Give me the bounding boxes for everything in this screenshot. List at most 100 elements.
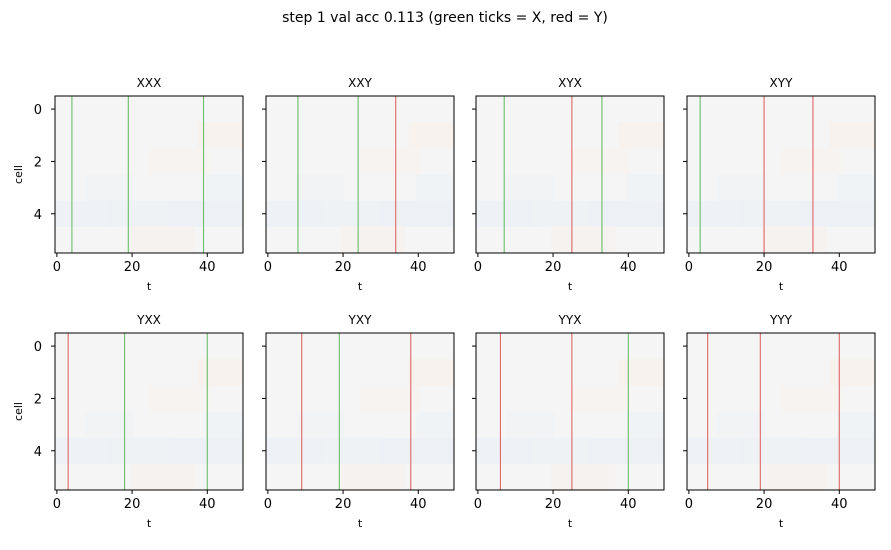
x-tick-label: 0 — [685, 497, 693, 512]
panel-title: YXY — [348, 313, 373, 327]
x-tick-label: 20 — [545, 260, 562, 275]
heatmap-cell-block — [739, 200, 804, 227]
heatmap-cell-block — [829, 122, 875, 149]
heatmap-cell-block — [416, 411, 454, 438]
heatmap-cell-block — [687, 437, 744, 464]
heatmap-cell-block — [55, 200, 112, 227]
x-tick-label: 40 — [199, 497, 216, 512]
heatmap-cell-block — [762, 463, 827, 490]
heatmap-cell-block — [205, 174, 243, 201]
heatmap-cell-block — [205, 411, 243, 438]
panel-xxx: XXX 0 20 40 t 0 2 4 cell — [12, 76, 244, 293]
heatmap-cell-block — [588, 200, 664, 227]
heatmap-cell-block — [149, 385, 210, 412]
panel-xyy: XYY 0 20 40 t — [683, 76, 876, 293]
heatmap-cell-block — [130, 463, 195, 490]
heatmap-cell-block — [588, 437, 664, 464]
x-tick-label: 0 — [474, 497, 482, 512]
x-tick-label: 40 — [410, 497, 427, 512]
panel-title: YXX — [136, 313, 161, 327]
heatmap-cell-block — [528, 200, 593, 227]
heatmap-cell-block — [378, 437, 454, 464]
heatmap-cell-block — [167, 437, 243, 464]
heatmap-cell-block — [360, 148, 421, 175]
x-tick-label: 0 — [264, 497, 272, 512]
heatmap-cell-block — [408, 359, 454, 386]
x-tick-label: 40 — [831, 260, 848, 275]
heatmap-cell-block — [318, 200, 383, 227]
heatmap-cell-block — [266, 200, 323, 227]
panel-yxx: YXX 0 20 40 t 0 2 4 cell — [12, 313, 244, 530]
x-tick-label: 40 — [199, 260, 216, 275]
heatmap-cell-block — [416, 174, 454, 201]
heatmap-cell-block — [85, 174, 134, 201]
panel-yxy: YXY 0 20 40 t — [262, 313, 455, 530]
heatmap-cell-block — [85, 411, 134, 438]
heatmap-cell-block — [506, 411, 555, 438]
x-tick-label: 40 — [620, 260, 637, 275]
heatmap-cell-block — [107, 200, 172, 227]
panel-title: XXX — [137, 76, 162, 90]
x-axis-label: t — [358, 280, 363, 293]
heatmap-cell-block — [528, 437, 593, 464]
panel-title: XYY — [770, 76, 794, 90]
heatmap-cell-block — [626, 411, 664, 438]
y-axis-label: cell — [12, 165, 25, 184]
x-tick-label: 0 — [474, 260, 482, 275]
x-tick-label: 20 — [124, 497, 141, 512]
x-tick-label: 20 — [756, 497, 773, 512]
heatmap-cell-block — [341, 463, 406, 490]
heatmap-cell-block — [781, 385, 842, 412]
x-tick-label: 20 — [335, 260, 352, 275]
y-tick-label: 4 — [34, 445, 42, 460]
heatmap-cell-block — [107, 437, 172, 464]
axes-frame — [54, 95, 244, 254]
x-axis-label: t — [568, 280, 573, 293]
panel-xyx: XYX 0 20 40 t — [472, 76, 665, 293]
heatmap-cell-block — [618, 359, 664, 386]
heatmap-cell-block — [837, 174, 875, 201]
x-tick-label: 20 — [335, 497, 352, 512]
x-tick-label: 40 — [620, 497, 637, 512]
x-tick-label: 40 — [831, 497, 848, 512]
heatmap-cell-block — [197, 359, 243, 386]
heatmap-cell-block — [626, 174, 664, 201]
y-tick-label: 0 — [34, 103, 42, 118]
heatmap-cell-block — [829, 359, 875, 386]
heatmap-cell-block — [296, 411, 345, 438]
heatmap-cell-block — [296, 174, 345, 201]
x-tick-label: 40 — [410, 260, 427, 275]
heatmap-cell-block — [551, 463, 616, 490]
x-axis-label: t — [358, 517, 363, 530]
heatmap-cell-block — [197, 122, 243, 149]
heatmap-cell-block — [378, 200, 454, 227]
heatmap-cell-block — [55, 437, 112, 464]
heatmap-cell-block — [167, 200, 243, 227]
heatmap-cell-block — [341, 226, 406, 253]
heatmap-cell-block — [762, 226, 827, 253]
panel-yyy: YYY 0 20 40 t — [683, 313, 876, 530]
axes-frame — [686, 332, 876, 491]
x-tick-label: 0 — [53, 497, 61, 512]
heatmap-cell-block — [570, 148, 631, 175]
panel-title: YYX — [558, 313, 582, 327]
x-tick-label: 20 — [756, 260, 773, 275]
heatmap-cell-block — [360, 385, 421, 412]
heatmap-cell-block — [717, 174, 766, 201]
y-tick-label: 0 — [34, 340, 42, 355]
heatmap-cell-block — [717, 411, 766, 438]
heatmap-cell-block — [551, 226, 616, 253]
axes-frame — [54, 332, 244, 491]
heatmap-cell-block — [781, 148, 842, 175]
heatmap-cell-block — [476, 437, 533, 464]
x-tick-label: 0 — [264, 260, 272, 275]
x-axis-label: t — [779, 517, 784, 530]
y-tick-label: 2 — [34, 155, 42, 170]
heatmap-cell-block — [570, 385, 631, 412]
y-tick-label: 4 — [34, 208, 42, 223]
panel-yyx: YYX 0 20 40 t — [472, 313, 665, 530]
axes-frame — [686, 95, 876, 254]
heatmap-cell-block — [408, 122, 454, 149]
heatmap-cell-block — [130, 226, 195, 253]
